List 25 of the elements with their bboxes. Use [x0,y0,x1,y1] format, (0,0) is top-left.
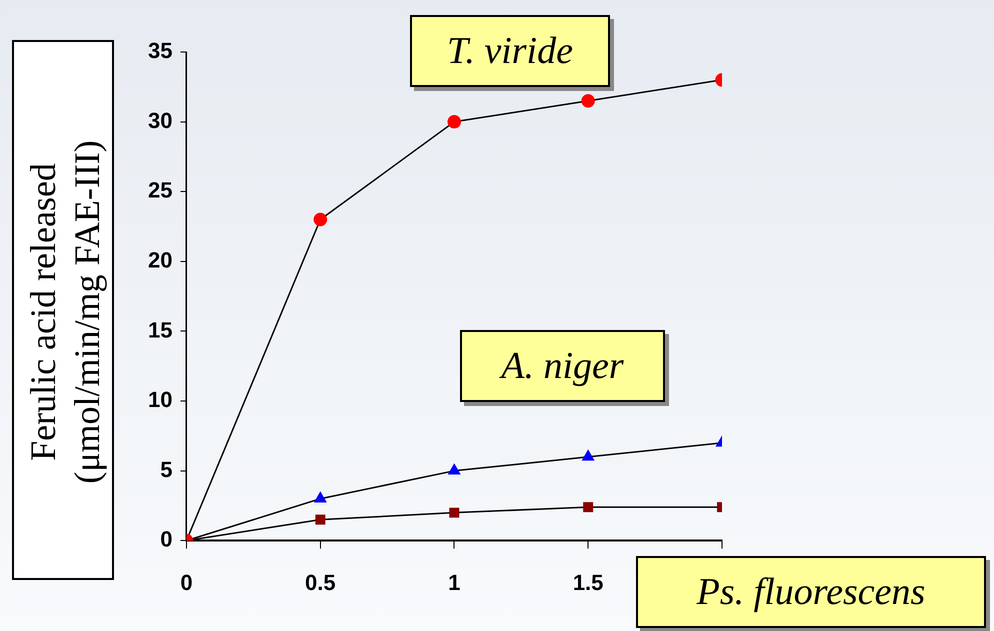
point [449,508,460,518]
series-label: A. niger [460,330,665,402]
point [583,502,594,512]
series-label: Ps. fluorescens [636,556,986,628]
y-tick-label: 25 [148,178,172,203]
point [448,464,460,475]
y-tick-label: 20 [148,247,172,272]
x-tick-label: 1.5 [572,570,604,595]
point [447,115,461,129]
series-label: T. viride [410,15,610,87]
point [582,450,594,461]
y-tick-label: 10 [148,387,172,412]
y-tick-label: 35 [148,38,172,64]
point [314,492,326,502]
y-tick-label: 5 [160,456,172,482]
x-tick-label: 0 [180,570,193,595]
y-tick-label: 30 [148,108,172,133]
point [314,212,328,226]
y-tick-label: 0 [160,526,172,552]
x-tick-label: 1 [448,570,460,595]
point [315,514,326,525]
y-axis-title: Ferulic acid released (μmol/min/mg FAE-III) [22,139,108,486]
y-tick-label: 15 [148,317,172,342]
point [581,94,595,108]
x-tick-label: 0.5 [305,570,336,595]
